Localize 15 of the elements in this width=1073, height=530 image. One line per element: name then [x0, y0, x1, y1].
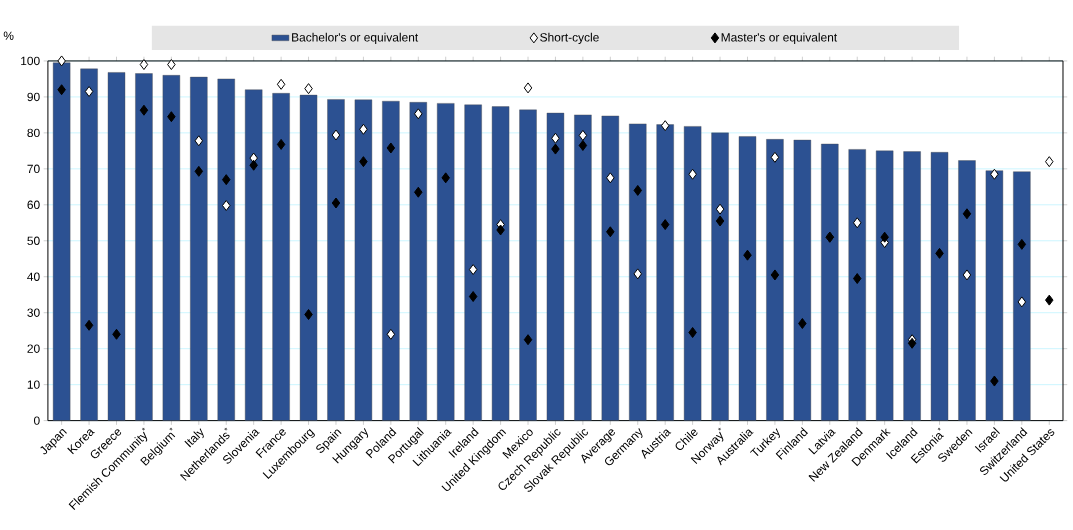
y-tick-label: 30: [27, 308, 40, 318]
y-tick-label: 80: [27, 128, 40, 138]
y-tick-label: 70: [27, 164, 40, 174]
legend-label: Master's or equivalent: [721, 33, 838, 45]
y-tick-label: 50: [27, 236, 40, 246]
legend-label: Bachelor's or equivalent: [292, 33, 419, 45]
y-tick-label: 100: [21, 56, 40, 66]
y-tick-label: 90: [27, 92, 40, 102]
legend-label: Short-cycle: [540, 33, 599, 45]
y-tick-label: 20: [27, 344, 40, 354]
y-axis-title: %: [3, 31, 14, 41]
y-tick-label: 60: [27, 200, 40, 210]
y-tick-label: 10: [27, 380, 40, 390]
y-tick-label: 0: [33, 416, 40, 426]
y-tick-label: 40: [27, 272, 40, 282]
